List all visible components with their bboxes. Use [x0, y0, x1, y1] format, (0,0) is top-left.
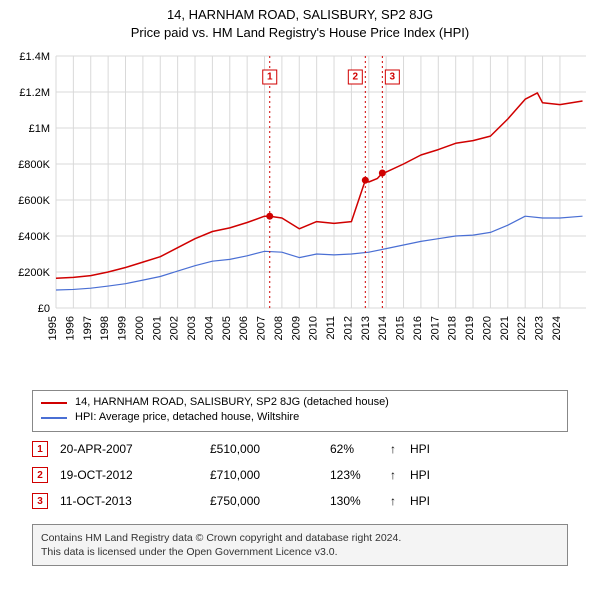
svg-text:2010: 2010 — [308, 316, 320, 340]
sale-price-1: £510,000 — [210, 442, 330, 456]
sale-arrow-2: ↑ — [390, 468, 410, 482]
svg-text:2017: 2017 — [429, 316, 441, 340]
sale-arrow-3: ↑ — [390, 494, 410, 508]
svg-text:2016: 2016 — [412, 316, 424, 340]
footer-line-1: Contains HM Land Registry data © Crown c… — [41, 531, 559, 545]
sale-date-2: 19-OCT-2012 — [60, 468, 210, 482]
svg-text:2005: 2005 — [221, 316, 233, 340]
svg-text:£0: £0 — [38, 303, 50, 315]
sale-price-3: £750,000 — [210, 494, 330, 508]
sale-suffix-3: HPI — [410, 494, 450, 508]
sale-pct-3: 130% — [330, 494, 390, 508]
svg-text:2019: 2019 — [464, 316, 476, 340]
svg-text:1997: 1997 — [82, 316, 94, 340]
svg-text:2008: 2008 — [273, 316, 285, 340]
legend-label-hpi: HPI: Average price, detached house, Wilt… — [75, 410, 299, 425]
legend: 14, HARNHAM ROAD, SALISBURY, SP2 8JG (de… — [32, 390, 568, 432]
sale-marker-1: 1 — [32, 441, 48, 457]
svg-text:£1.2M: £1.2M — [19, 87, 50, 99]
svg-text:1995: 1995 — [47, 316, 59, 340]
title-subtitle: Price paid vs. HM Land Registry's House … — [0, 24, 600, 42]
svg-text:2003: 2003 — [186, 316, 198, 340]
svg-text:£200K: £200K — [18, 267, 50, 279]
chart-titles: 14, HARNHAM ROAD, SALISBURY, SP2 8JG Pri… — [0, 0, 600, 41]
legend-swatch-property — [41, 402, 67, 404]
legend-label-property: 14, HARNHAM ROAD, SALISBURY, SP2 8JG (de… — [75, 395, 389, 410]
chart-svg: £0 £200K £400K £600K £800K £1M £1.2M £1.4M 1995 1… — [8, 50, 592, 380]
svg-text:1999: 1999 — [117, 316, 129, 340]
footer-line-2: This data is licensed under the Open Gov… — [41, 545, 559, 559]
sale-row-2: 2 19-OCT-2012 £710,000 123% ↑ HPI — [32, 462, 568, 488]
svg-text:2023: 2023 — [534, 316, 546, 340]
svg-text:£1M: £1M — [29, 123, 50, 135]
svg-text:1996: 1996 — [64, 316, 76, 340]
svg-text:2011: 2011 — [325, 316, 337, 340]
title-address: 14, HARNHAM ROAD, SALISBURY, SP2 8JG — [0, 6, 600, 24]
svg-text:£1.4M: £1.4M — [19, 51, 50, 63]
svg-text:2009: 2009 — [290, 316, 302, 340]
legend-row-hpi: HPI: Average price, detached house, Wilt… — [41, 410, 559, 425]
legend-swatch-hpi — [41, 417, 67, 419]
svg-text:£600K: £600K — [18, 195, 50, 207]
price-chart: £0 £200K £400K £600K £800K £1M £1.2M £1.4M 1995 1… — [8, 50, 592, 380]
svg-text:2018: 2018 — [447, 316, 459, 340]
svg-text:£800K: £800K — [18, 159, 50, 171]
svg-text:£400K: £400K — [18, 231, 50, 243]
svg-text:2: 2 — [353, 72, 359, 83]
svg-text:1998: 1998 — [99, 316, 111, 340]
svg-text:2002: 2002 — [169, 316, 181, 340]
sale-marker-3: 3 — [32, 493, 48, 509]
svg-text:2004: 2004 — [203, 316, 215, 340]
sale-marker-2: 2 — [32, 467, 48, 483]
svg-text:2021: 2021 — [499, 316, 511, 340]
svg-text:2007: 2007 — [256, 316, 268, 340]
sale-date-3: 11-OCT-2013 — [60, 494, 210, 508]
svg-text:1: 1 — [267, 72, 273, 83]
sale-price-2: £710,000 — [210, 468, 330, 482]
sale-suffix-1: HPI — [410, 442, 450, 456]
svg-text:2020: 2020 — [481, 316, 493, 340]
sale-pct-2: 123% — [330, 468, 390, 482]
sale-arrow-1: ↑ — [390, 442, 410, 456]
svg-text:2000: 2000 — [134, 316, 146, 340]
svg-text:2015: 2015 — [395, 316, 407, 340]
sale-row-3: 3 11-OCT-2013 £750,000 130% ↑ HPI — [32, 488, 568, 514]
attribution-footer: Contains HM Land Registry data © Crown c… — [32, 524, 568, 566]
svg-text:3: 3 — [390, 72, 396, 83]
svg-text:2022: 2022 — [516, 316, 528, 340]
sale-row-1: 1 20-APR-2007 £510,000 62% ↑ HPI — [32, 436, 568, 462]
sale-pct-1: 62% — [330, 442, 390, 456]
svg-text:2001: 2001 — [151, 316, 163, 340]
sales-table: 1 20-APR-2007 £510,000 62% ↑ HPI 2 19-OC… — [32, 436, 568, 514]
legend-row-property: 14, HARNHAM ROAD, SALISBURY, SP2 8JG (de… — [41, 395, 559, 410]
svg-text:2014: 2014 — [377, 316, 389, 340]
svg-text:2013: 2013 — [360, 316, 372, 340]
sale-date-1: 20-APR-2007 — [60, 442, 210, 456]
svg-text:2024: 2024 — [551, 316, 563, 340]
sale-suffix-2: HPI — [410, 468, 450, 482]
svg-text:2006: 2006 — [238, 316, 250, 340]
svg-text:2012: 2012 — [342, 316, 354, 340]
